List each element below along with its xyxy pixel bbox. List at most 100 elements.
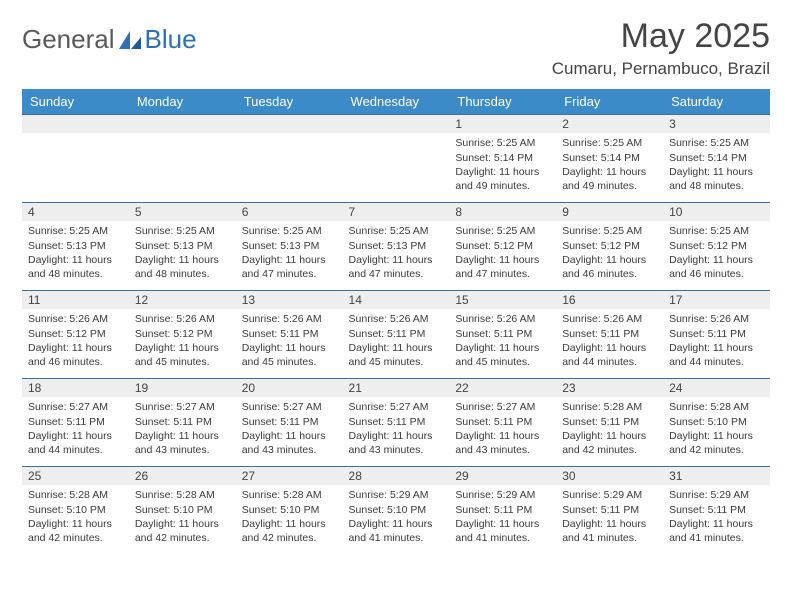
day-details: Sunrise: 5:26 AMSunset: 5:11 PMDaylight:… [236, 309, 343, 373]
daylight-line: Daylight: 11 hours and 44 minutes. [669, 341, 764, 369]
day-details: Sunrise: 5:27 AMSunset: 5:11 PMDaylight:… [129, 397, 236, 461]
day-details: Sunrise: 5:25 AMSunset: 5:12 PMDaylight:… [663, 221, 770, 285]
day-number: 1 [449, 115, 556, 133]
sunrise-line: Sunrise: 5:25 AM [455, 224, 550, 238]
sunset-line: Sunset: 5:12 PM [135, 327, 230, 341]
calendar-day-cell: 14Sunrise: 5:26 AMSunset: 5:11 PMDayligh… [343, 291, 450, 379]
sunset-line: Sunset: 5:11 PM [349, 415, 444, 429]
day-number: 22 [449, 379, 556, 397]
day-number: 24 [663, 379, 770, 397]
day-details: Sunrise: 5:29 AMSunset: 5:11 PMDaylight:… [449, 485, 556, 549]
sunset-line: Sunset: 5:10 PM [28, 503, 123, 517]
sunrise-line: Sunrise: 5:29 AM [455, 488, 550, 502]
day-number: 18 [22, 379, 129, 397]
sunset-line: Sunset: 5:12 PM [562, 239, 657, 253]
calendar-day-cell: 18Sunrise: 5:27 AMSunset: 5:11 PMDayligh… [22, 379, 129, 467]
daylight-line: Daylight: 11 hours and 47 minutes. [242, 253, 337, 281]
calendar-day-cell [236, 115, 343, 203]
day-details: Sunrise: 5:25 AMSunset: 5:13 PMDaylight:… [343, 221, 450, 285]
day-number: 21 [343, 379, 450, 397]
sunrise-line: Sunrise: 5:27 AM [242, 400, 337, 414]
day-details: Sunrise: 5:27 AMSunset: 5:11 PMDaylight:… [236, 397, 343, 461]
day-number: 8 [449, 203, 556, 221]
day-header: Sunday [22, 89, 129, 115]
calendar-day-cell: 15Sunrise: 5:26 AMSunset: 5:11 PMDayligh… [449, 291, 556, 379]
sunset-line: Sunset: 5:11 PM [349, 327, 444, 341]
sunrise-line: Sunrise: 5:28 AM [28, 488, 123, 502]
day-details: Sunrise: 5:28 AMSunset: 5:10 PMDaylight:… [22, 485, 129, 549]
daylight-line: Daylight: 11 hours and 41 minutes. [455, 517, 550, 545]
day-header-row: Sunday Monday Tuesday Wednesday Thursday… [22, 89, 770, 115]
calendar-day-cell: 17Sunrise: 5:26 AMSunset: 5:11 PMDayligh… [663, 291, 770, 379]
sunrise-line: Sunrise: 5:27 AM [135, 400, 230, 414]
calendar-week-row: 18Sunrise: 5:27 AMSunset: 5:11 PMDayligh… [22, 379, 770, 467]
sunset-line: Sunset: 5:14 PM [455, 151, 550, 165]
calendar-day-cell: 24Sunrise: 5:28 AMSunset: 5:10 PMDayligh… [663, 379, 770, 467]
calendar-day-cell: 16Sunrise: 5:26 AMSunset: 5:11 PMDayligh… [556, 291, 663, 379]
daylight-line: Daylight: 11 hours and 49 minutes. [455, 165, 550, 193]
day-details: Sunrise: 5:28 AMSunset: 5:10 PMDaylight:… [236, 485, 343, 549]
sunset-line: Sunset: 5:10 PM [135, 503, 230, 517]
sunset-line: Sunset: 5:11 PM [455, 503, 550, 517]
sunrise-line: Sunrise: 5:28 AM [242, 488, 337, 502]
sunrise-line: Sunrise: 5:25 AM [135, 224, 230, 238]
day-details: Sunrise: 5:26 AMSunset: 5:11 PMDaylight:… [556, 309, 663, 373]
sunrise-line: Sunrise: 5:27 AM [349, 400, 444, 414]
sunrise-line: Sunrise: 5:26 AM [28, 312, 123, 326]
daylight-line: Daylight: 11 hours and 47 minutes. [455, 253, 550, 281]
sunrise-line: Sunrise: 5:25 AM [669, 136, 764, 150]
day-details: Sunrise: 5:27 AMSunset: 5:11 PMDaylight:… [22, 397, 129, 461]
day-details: Sunrise: 5:25 AMSunset: 5:14 PMDaylight:… [556, 133, 663, 197]
sunset-line: Sunset: 5:13 PM [349, 239, 444, 253]
calendar-day-cell: 4Sunrise: 5:25 AMSunset: 5:13 PMDaylight… [22, 203, 129, 291]
sunrise-line: Sunrise: 5:26 AM [242, 312, 337, 326]
calendar-page: General Blue May 2025 Cumaru, Pernambuco… [0, 0, 792, 555]
day-number: 7 [343, 203, 450, 221]
day-number: 26 [129, 467, 236, 485]
sunset-line: Sunset: 5:11 PM [28, 415, 123, 429]
day-number: 29 [449, 467, 556, 485]
calendar-day-cell: 28Sunrise: 5:29 AMSunset: 5:10 PMDayligh… [343, 467, 450, 555]
daylight-line: Daylight: 11 hours and 45 minutes. [242, 341, 337, 369]
day-number: 9 [556, 203, 663, 221]
sunrise-line: Sunrise: 5:26 AM [349, 312, 444, 326]
sunset-line: Sunset: 5:14 PM [669, 151, 764, 165]
sunset-line: Sunset: 5:14 PM [562, 151, 657, 165]
day-details: Sunrise: 5:26 AMSunset: 5:11 PMDaylight:… [343, 309, 450, 373]
calendar-week-row: 1Sunrise: 5:25 AMSunset: 5:14 PMDaylight… [22, 115, 770, 203]
calendar-day-cell: 2Sunrise: 5:25 AMSunset: 5:14 PMDaylight… [556, 115, 663, 203]
sunrise-line: Sunrise: 5:26 AM [669, 312, 764, 326]
day-number: 11 [22, 291, 129, 309]
daylight-line: Daylight: 11 hours and 43 minutes. [135, 429, 230, 457]
day-number: 10 [663, 203, 770, 221]
day-details [129, 133, 236, 193]
day-details [22, 133, 129, 193]
day-number: 4 [22, 203, 129, 221]
day-number [129, 115, 236, 133]
daylight-line: Daylight: 11 hours and 41 minutes. [562, 517, 657, 545]
day-number: 14 [343, 291, 450, 309]
calendar-day-cell: 7Sunrise: 5:25 AMSunset: 5:13 PMDaylight… [343, 203, 450, 291]
sunrise-line: Sunrise: 5:28 AM [135, 488, 230, 502]
day-number: 20 [236, 379, 343, 397]
sunset-line: Sunset: 5:11 PM [562, 327, 657, 341]
calendar-day-cell: 5Sunrise: 5:25 AMSunset: 5:13 PMDaylight… [129, 203, 236, 291]
daylight-line: Daylight: 11 hours and 49 minutes. [562, 165, 657, 193]
sunset-line: Sunset: 5:13 PM [135, 239, 230, 253]
sunrise-line: Sunrise: 5:29 AM [562, 488, 657, 502]
daylight-line: Daylight: 11 hours and 43 minutes. [242, 429, 337, 457]
day-details: Sunrise: 5:29 AMSunset: 5:11 PMDaylight:… [663, 485, 770, 549]
sunset-line: Sunset: 5:13 PM [242, 239, 337, 253]
calendar-day-cell: 26Sunrise: 5:28 AMSunset: 5:10 PMDayligh… [129, 467, 236, 555]
calendar-day-cell: 12Sunrise: 5:26 AMSunset: 5:12 PMDayligh… [129, 291, 236, 379]
daylight-line: Daylight: 11 hours and 48 minutes. [135, 253, 230, 281]
sunset-line: Sunset: 5:11 PM [455, 415, 550, 429]
day-number: 2 [556, 115, 663, 133]
daylight-line: Daylight: 11 hours and 45 minutes. [349, 341, 444, 369]
calendar-day-cell: 22Sunrise: 5:27 AMSunset: 5:11 PMDayligh… [449, 379, 556, 467]
day-details: Sunrise: 5:25 AMSunset: 5:14 PMDaylight:… [449, 133, 556, 197]
sunrise-line: Sunrise: 5:25 AM [349, 224, 444, 238]
sunrise-line: Sunrise: 5:27 AM [455, 400, 550, 414]
calendar-day-cell: 10Sunrise: 5:25 AMSunset: 5:12 PMDayligh… [663, 203, 770, 291]
sunrise-line: Sunrise: 5:25 AM [562, 224, 657, 238]
